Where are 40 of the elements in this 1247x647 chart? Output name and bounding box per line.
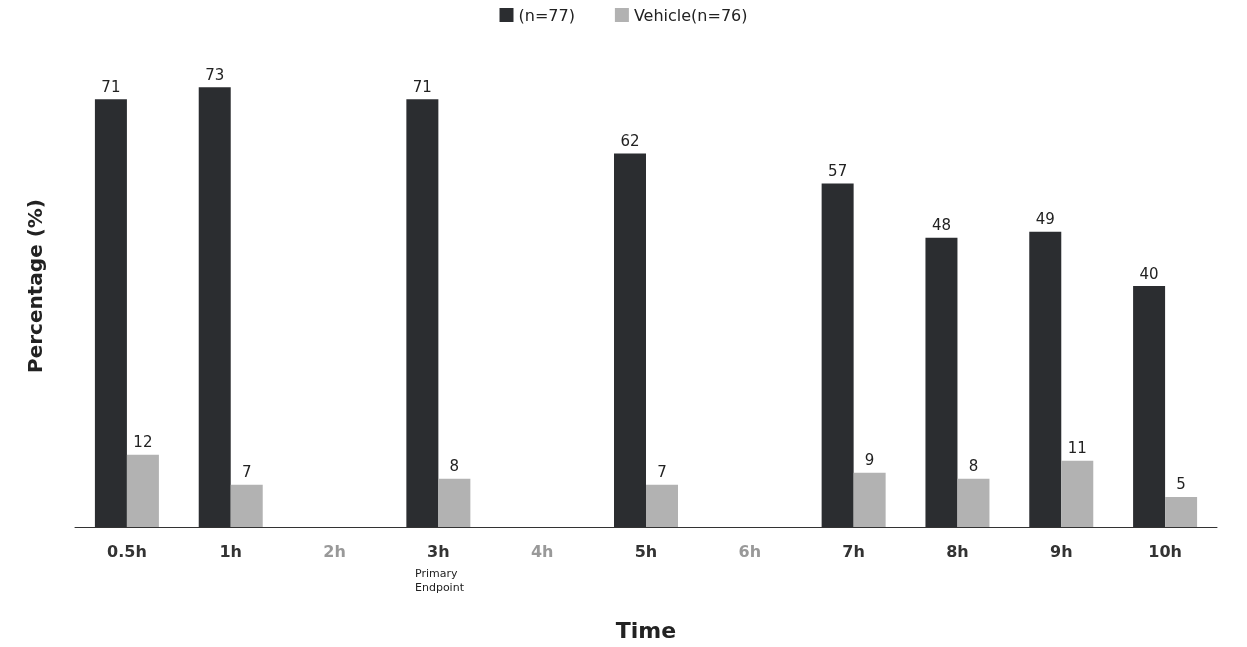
data-label: 8: [968, 457, 979, 476]
data-label: 57: [828, 162, 848, 181]
x-tick-label: 10h: [1148, 541, 1182, 561]
data-label: 9: [864, 451, 875, 470]
x-tick-label: 7h: [842, 541, 865, 561]
bar: [438, 478, 471, 527]
data-label: 71: [101, 77, 121, 96]
data-label: 48: [931, 216, 951, 235]
data-label: 71: [412, 77, 432, 96]
data-label: 5: [1176, 475, 1186, 494]
data-label: 62: [620, 131, 640, 150]
bar: [1061, 460, 1094, 527]
data-label: 12: [133, 433, 153, 452]
bar: [230, 484, 263, 527]
x-tick-label: 3h: [427, 541, 450, 561]
data-label: 11: [1067, 439, 1087, 458]
bar: [646, 484, 678, 527]
bar: [126, 454, 159, 527]
x-tick-label: 1h: [219, 541, 242, 561]
x-tick-label: 4h: [530, 541, 554, 561]
data-label: 73: [205, 65, 225, 84]
x-tick-label: 5h: [634, 541, 658, 561]
bar: [1165, 496, 1198, 527]
legend-label: (n=77): [518, 5, 575, 25]
data-label: 7: [657, 463, 667, 482]
data-label: 7: [241, 463, 252, 482]
data-label: 49: [1035, 210, 1055, 229]
data-label: 8: [449, 457, 460, 476]
x-tick-label: 8h: [946, 541, 969, 561]
bar: [957, 478, 990, 527]
data-label: 40: [1139, 264, 1159, 283]
x-axis-title: Time: [615, 617, 677, 643]
y-axis-title: Percentage (%): [23, 199, 47, 373]
text: Primary Endpoint: [415, 566, 465, 594]
x-tick-label: 6h: [738, 541, 762, 561]
legend-label: Vehicle(n=76): [633, 5, 748, 25]
bar: [853, 472, 886, 527]
x-tick-label: 2h: [323, 541, 346, 561]
x-tick-label: 0.5h: [107, 541, 147, 561]
x-tick-label: 9h: [1050, 541, 1073, 561]
